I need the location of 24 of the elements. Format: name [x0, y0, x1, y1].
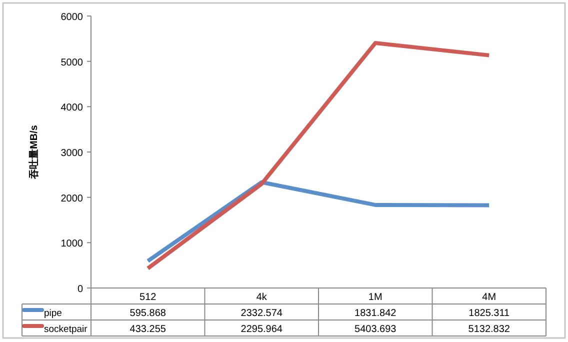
- y-tick-label: 3000: [60, 148, 84, 159]
- data-label: 595.868: [130, 308, 166, 319]
- data-label: 433.255: [130, 324, 166, 335]
- legend-label: pipe: [44, 308, 62, 319]
- x-tick-label: 4k: [256, 292, 268, 303]
- data-label: 5403.693: [354, 324, 397, 335]
- y-tick-label: 5000: [60, 57, 84, 68]
- data-label: 5132.832: [468, 324, 510, 335]
- data-label: 1831.842: [354, 308, 397, 319]
- y-axis-title: 吞吐量MB/s: [28, 124, 40, 180]
- y-tick-label: 0: [77, 284, 84, 295]
- data-label: 2332.574: [240, 308, 283, 319]
- legend-label: socketpair: [44, 324, 88, 335]
- y-tick-label: 6000: [60, 12, 84, 23]
- data-label: 1825.311: [468, 308, 510, 319]
- line-series: [146, 41, 492, 270]
- line-series: [146, 180, 492, 263]
- y-tick-label: 2000: [60, 193, 84, 204]
- y-tick-label: 1000: [60, 238, 84, 250]
- data-label: 2295.964: [240, 324, 283, 335]
- x-tick-label: 4M: [482, 292, 496, 303]
- x-tick-label: 512: [140, 292, 157, 303]
- y-tick-label: 4000: [60, 102, 84, 114]
- x-tick-label: 1M: [368, 292, 382, 303]
